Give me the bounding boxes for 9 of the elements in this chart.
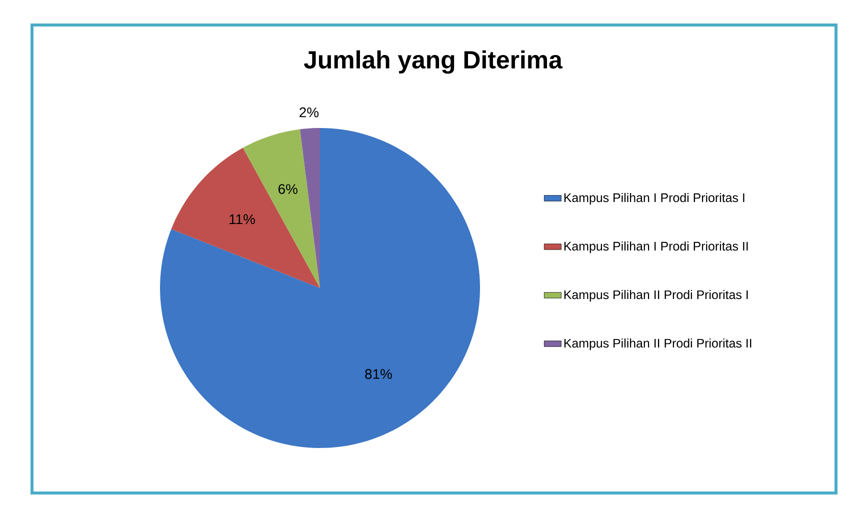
legend-label: Kampus Pilihan I Prodi Prioritas I bbox=[564, 192, 744, 205]
legend-label: Kampus Pilihan II Prodi Prioritas I bbox=[564, 290, 748, 302]
legend-label: Kampus Pilihan II Prodi Prioritas II bbox=[564, 338, 752, 350]
legend-label: Kampus Pilihan I Prodi Prioritas II bbox=[564, 241, 748, 254]
chart-title: Jumlah yang Diterima bbox=[304, 50, 563, 74]
data-label: 6% bbox=[278, 184, 298, 194]
data-label: 81% bbox=[365, 369, 392, 379]
data-label: 2% bbox=[300, 107, 319, 118]
data-label: 11% bbox=[230, 214, 255, 224]
